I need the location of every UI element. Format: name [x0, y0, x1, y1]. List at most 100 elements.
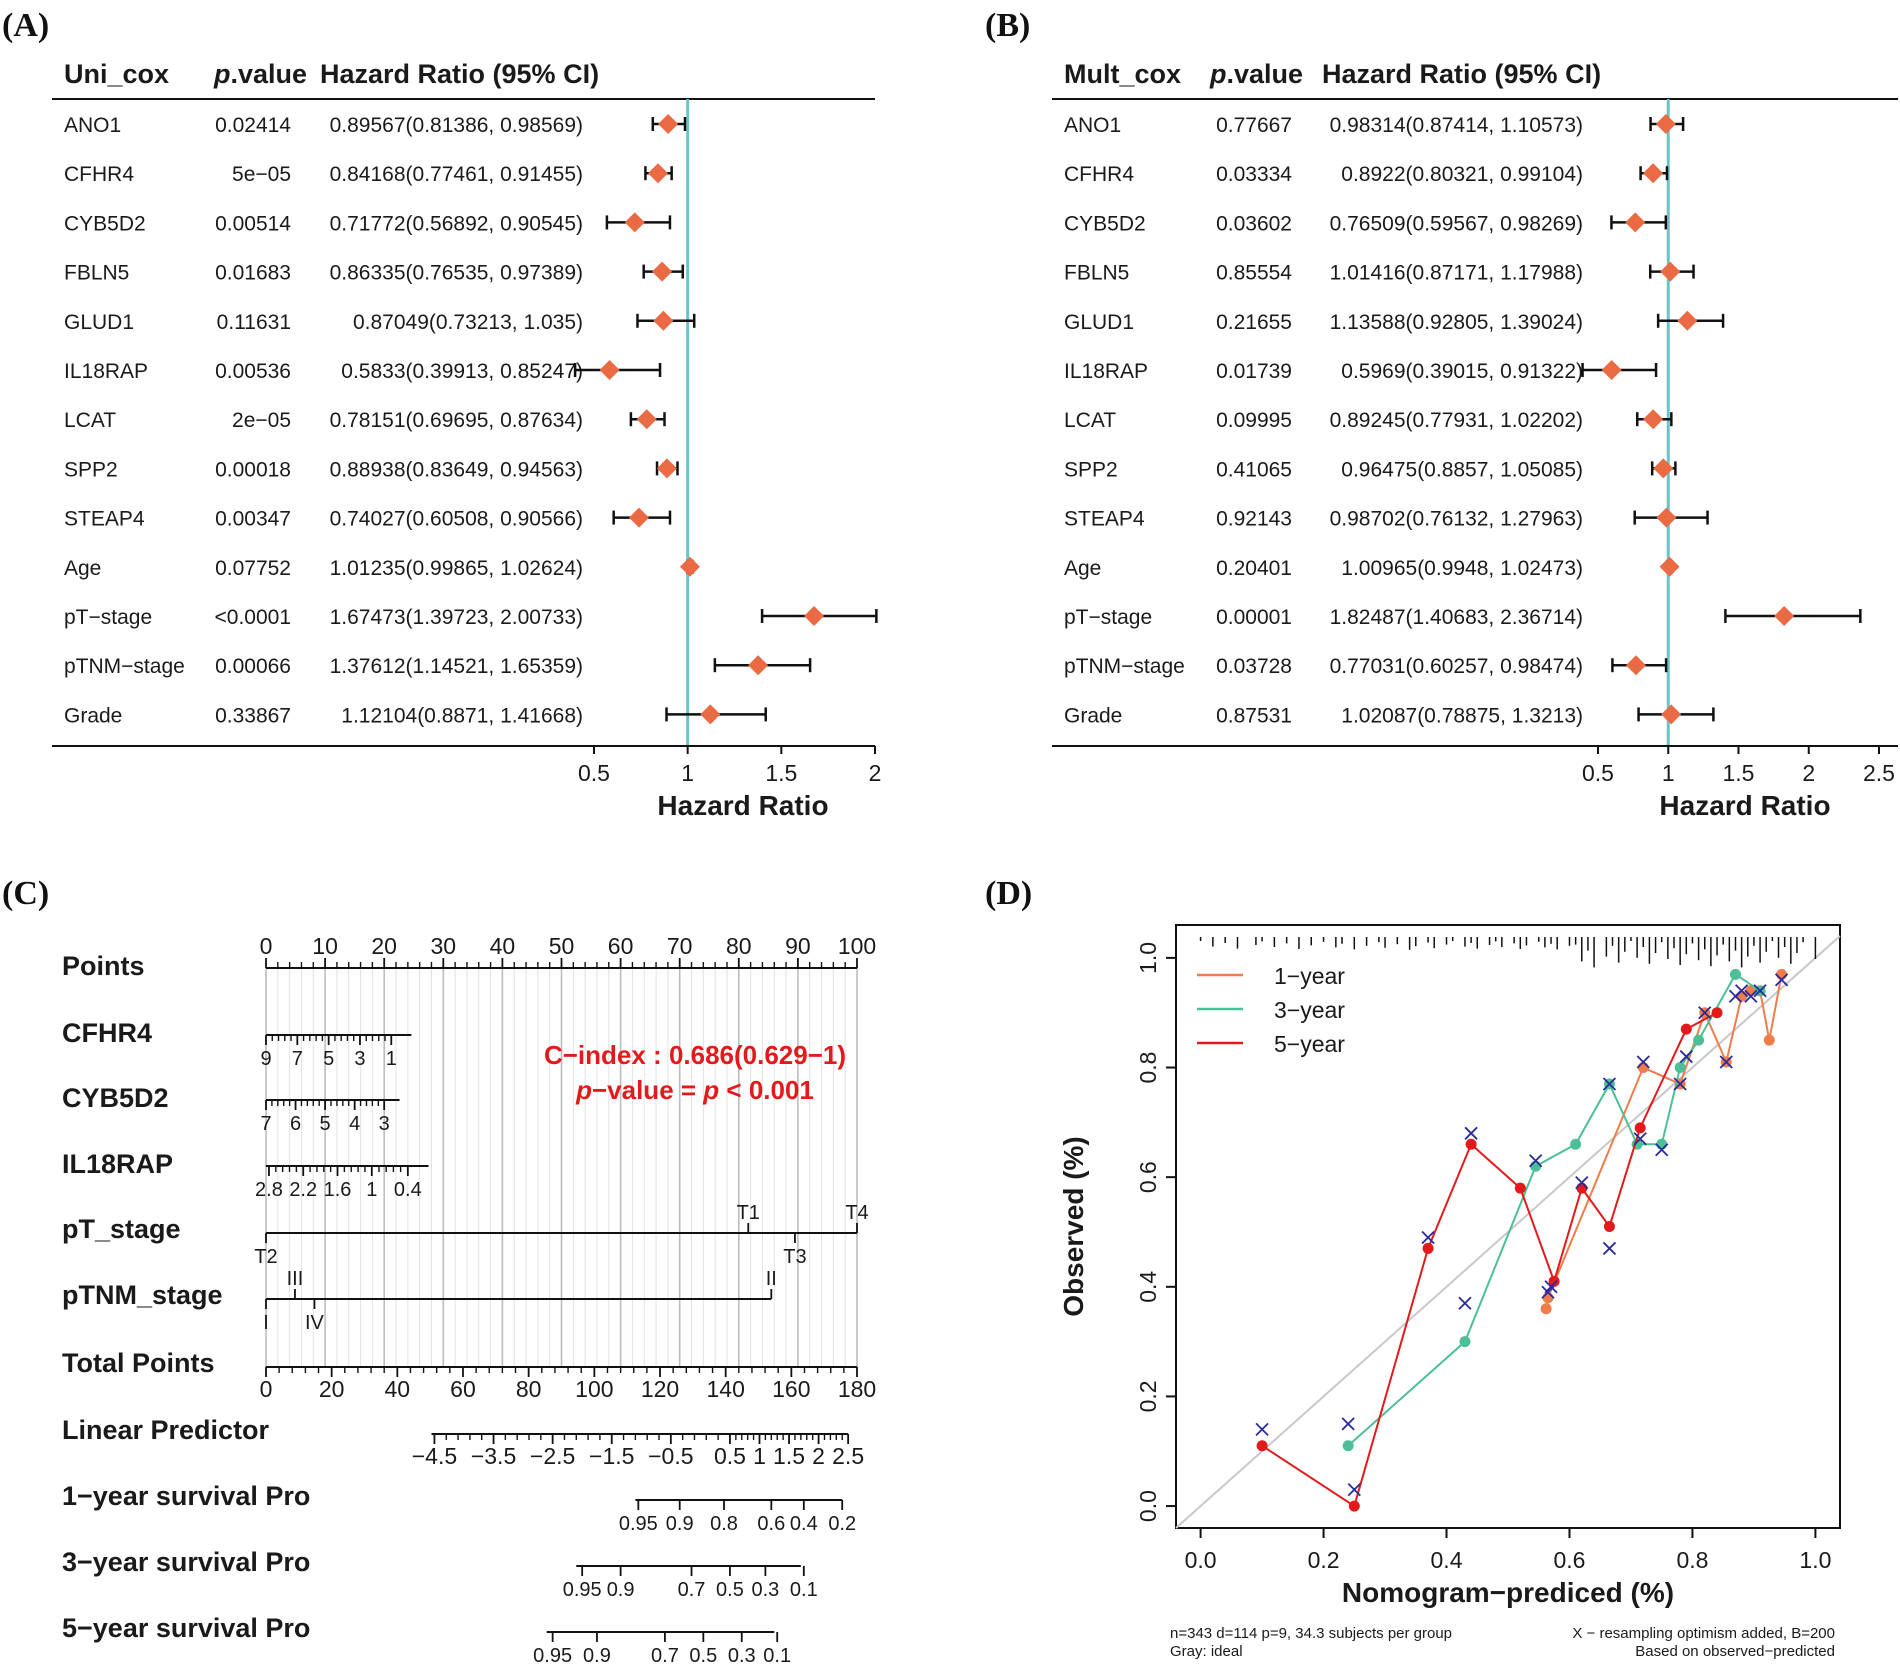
x-tick-label: 1.5	[1723, 760, 1755, 786]
x-marker	[1347, 1482, 1361, 1497]
p-value-p1: p	[575, 1075, 592, 1105]
series-point-1	[1736, 990, 1748, 1002]
tick-label: IV	[305, 1312, 325, 1334]
series-point-2	[1674, 1062, 1686, 1074]
tick-label: 10	[312, 933, 338, 959]
x-axis-title: Hazard Ratio	[657, 790, 828, 821]
x-marker	[1655, 1143, 1669, 1157]
header-name: Uni_cox	[64, 59, 169, 89]
header-hr: Hazard Ratio (95% CI)	[320, 59, 599, 89]
row-pvalue: 0.00018	[215, 458, 291, 481]
row-label: Linear Predictor	[62, 1415, 270, 1445]
series-point-3	[1576, 1182, 1588, 1194]
p-value-end: < 0.001	[719, 1075, 814, 1105]
row-name: STEAP4	[64, 508, 145, 531]
row-name: ANO1	[1064, 114, 1121, 137]
row-hr-text: 0.98702(0.76132, 1.27963)	[1330, 508, 1583, 531]
tick-label: −4.5	[412, 1443, 457, 1469]
row-pvalue: 0.00536	[215, 360, 291, 383]
panel-label-c: (C)	[2, 875, 49, 912]
tick-label: 2.2	[289, 1179, 317, 1201]
x-marker	[1602, 1241, 1617, 1256]
x-tick-label: 1	[1662, 760, 1675, 786]
tick-label: 0.2	[828, 1513, 856, 1535]
row-hr-text: 1.02087(0.78875, 1.3213)	[1341, 704, 1583, 727]
tick-label: 0.9	[607, 1579, 635, 1601]
hr-point	[1661, 704, 1682, 725]
row-label: CYB5D2	[62, 1083, 169, 1113]
hr-point	[1659, 556, 1680, 577]
row-name: Age	[1064, 557, 1101, 580]
footnote-left-1: n=343 d=114 p=9, 34.3 subjects per group	[1170, 1625, 1452, 1642]
row-hr-text: 0.89245(0.77931, 1.02202)	[1330, 409, 1583, 432]
tick-label: 0.7	[678, 1579, 706, 1601]
row-hr-text: 1.37612(1.14521, 1.65359)	[330, 655, 583, 678]
header-hr: Hazard Ratio (95% CI)	[1322, 59, 1601, 89]
tick-label: I	[263, 1312, 269, 1334]
series-point-2	[1693, 1034, 1705, 1046]
tick-label: 90	[785, 933, 811, 959]
tick-label: 0.9	[583, 1645, 611, 1664]
row-pvalue: 0.33867	[215, 704, 291, 727]
hr-point	[1625, 655, 1646, 676]
plot-frame	[1175, 924, 1841, 1529]
tick-label: 60	[608, 933, 634, 959]
row-hr-text: 1.00965(0.9948, 1.02473)	[1341, 557, 1583, 580]
y-tick-label: 0.8	[1135, 1052, 1161, 1084]
p-value-p2: p	[702, 1075, 719, 1105]
x-tick-label: 0.0	[1185, 1547, 1217, 1573]
series-point-3	[1465, 1138, 1477, 1150]
row-hr-text: 0.98314(0.87414, 1.10573)	[1330, 114, 1583, 137]
tick-label: 5	[323, 1048, 334, 1070]
tick-label: 160	[772, 1376, 810, 1402]
x-marker	[1575, 1176, 1589, 1190]
footnote-left-2: Gray: ideal	[1170, 1643, 1243, 1660]
hr-point	[1660, 261, 1681, 282]
row-hr-text: 0.89567(0.81386, 0.98569)	[330, 114, 583, 137]
series-point-3	[1711, 1007, 1723, 1019]
hr-point	[1677, 310, 1698, 331]
tick-label: 0.95	[533, 1645, 572, 1664]
tick-label: 20	[371, 933, 397, 959]
row-label: pT_stage	[62, 1214, 181, 1244]
tick-label: T2	[254, 1246, 277, 1268]
tick-label: 0	[260, 933, 273, 959]
x-axis-title: Nomogram−prediced (%)	[1342, 1577, 1674, 1608]
row-name: GLUD1	[1064, 311, 1134, 334]
hr-point	[599, 360, 620, 380]
x-tick-label: 0.4	[1431, 1547, 1463, 1573]
row-hr-text: 0.5833(0.39913, 0.85247)	[341, 360, 583, 383]
row-pvalue: 0.00514	[215, 212, 291, 235]
hr-point	[679, 556, 700, 577]
header-pvalue-rest: .value	[231, 59, 308, 89]
row-name: Grade	[1064, 704, 1122, 727]
tick-label: −1.5	[589, 1443, 634, 1469]
hr-point	[1656, 507, 1677, 528]
x-marker	[1633, 1132, 1647, 1146]
row-pvalue: 0.01683	[215, 262, 291, 285]
series-point-3	[1256, 1440, 1268, 1452]
tick-label: 70	[667, 933, 693, 959]
tick-label: −2.5	[530, 1443, 575, 1469]
x-tick-label: 2	[1802, 760, 1815, 786]
y-axis-title: Observed (%)	[1058, 1136, 1089, 1317]
tick-label: 0.6	[757, 1513, 785, 1535]
tick-label: 7	[260, 1113, 271, 1135]
row-pvalue: 0.02414	[215, 114, 291, 137]
hr-point	[652, 261, 673, 282]
calibration-plot: 0.0 0.0 0.2 0.2 0.4 0.4 0.6 0.6 0.8 0.8 1.0 1.0 Nomo…	[1058, 924, 1841, 1660]
row-pvalue: 0.07752	[215, 557, 291, 580]
row-hr-text: 0.87049(0.73213, 1.035)	[353, 311, 583, 334]
x-tick-label: 2	[869, 760, 882, 786]
tick-label: 4	[349, 1113, 360, 1135]
row-pvalue: 0.00347	[215, 508, 291, 531]
row-hr-text: 1.01235(0.99865, 1.02624)	[330, 557, 583, 580]
row-hr-text: 1.01416(0.87171, 1.17988)	[1330, 262, 1583, 285]
x-tick-label: 0.2	[1308, 1547, 1340, 1573]
tick-label: 140	[706, 1376, 744, 1402]
row-pvalue: 0.20401	[1216, 557, 1292, 580]
x-marker	[1673, 1077, 1687, 1091]
tick-label: 9	[260, 1048, 271, 1070]
row-hr-text: 1.67473(1.39723, 2.00733)	[330, 606, 583, 629]
